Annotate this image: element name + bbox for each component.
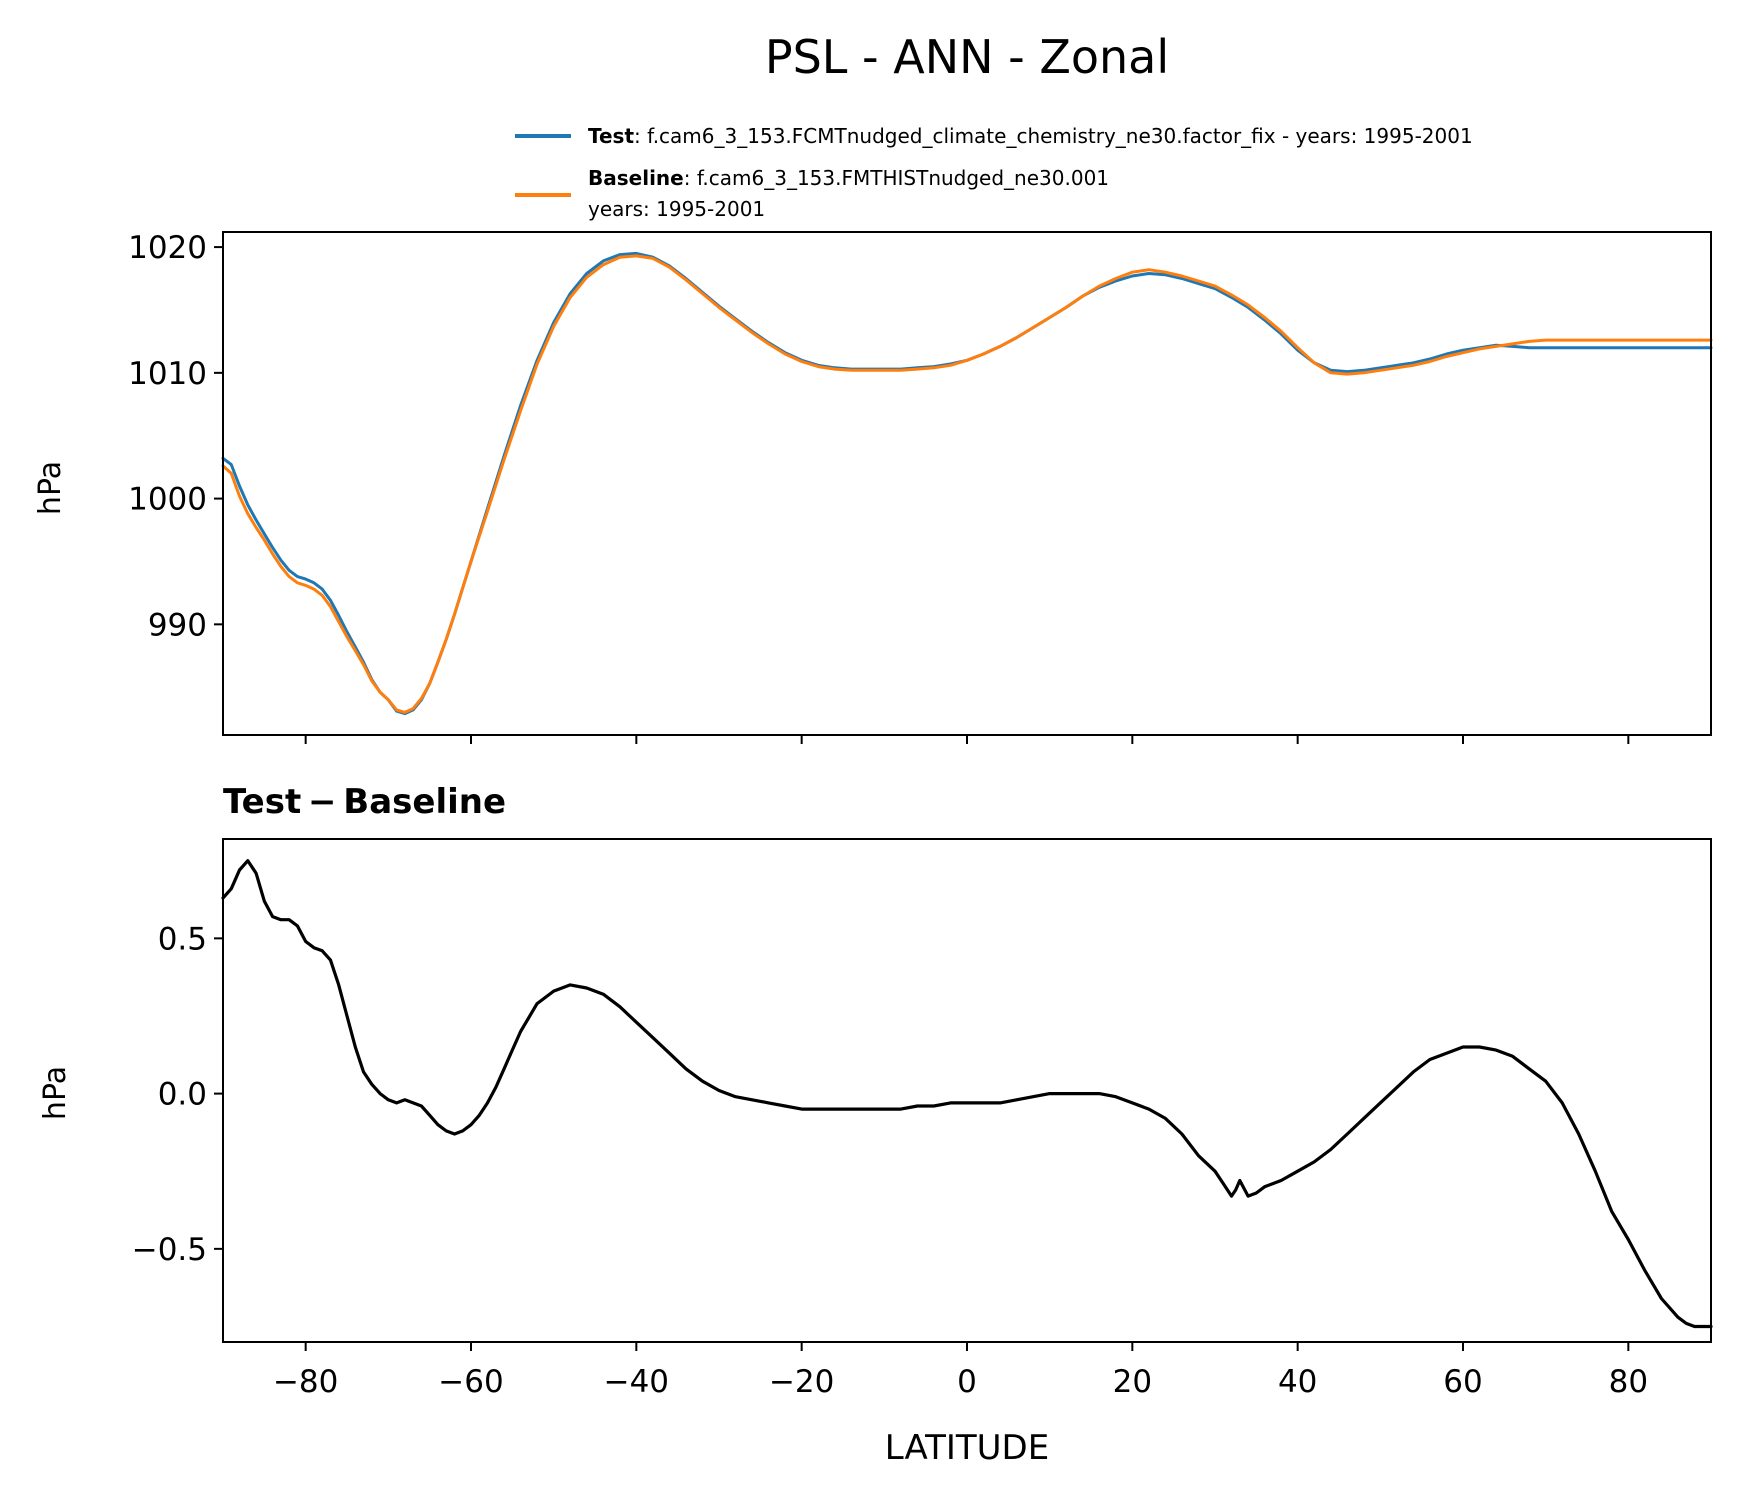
top-plot-frame (222, 231, 1712, 736)
legend-test-bold: Test (588, 124, 634, 148)
top-panel: 990 1000 1010 1020 hPa (33, 230, 1713, 744)
top-y-tick-label: 1020 (128, 230, 207, 266)
top-y-ticks: 990 1000 1010 1020 (128, 230, 223, 643)
x-tick-label: 40 (1278, 1364, 1317, 1400)
bottom-series-layer (221, 859, 1713, 1329)
bottom-y-ticks: −0.5 0.0 0.5 (132, 921, 223, 1268)
bottom-y-tick-label: 0.5 (158, 921, 207, 957)
legend: Test: f.cam6_3_153.FCMTnudged_climate_ch… (515, 124, 1473, 221)
x-tick-label: 80 (1609, 1364, 1648, 1400)
figure-title: PSL - ANN - Zonal (765, 30, 1169, 84)
bottom-panel-title: Test − Baseline (223, 782, 506, 822)
x-tick-label: 20 (1113, 1364, 1152, 1400)
bottom-y-tick-label: 0.0 (158, 1077, 207, 1113)
x-tick-label: 0 (957, 1364, 977, 1400)
top-y-tick-label: 1000 (128, 482, 207, 518)
legend-baseline-text: : f.cam6_3_153.FMTHISTnudged_ne30.001 (684, 166, 1109, 190)
legend-baseline-years: years: 1995-2001 (588, 197, 765, 221)
legend-baseline-bold: Baseline (588, 166, 684, 190)
bottom-plot-frame (222, 838, 1712, 1343)
legend-entry-baseline: Baseline: f.cam6_3_153.FMTHISTnudged_ne3… (588, 166, 1109, 190)
x-tick-label: −80 (273, 1364, 338, 1400)
top-series-layer (221, 251, 1713, 716)
top-series-line-baseline (221, 254, 1713, 714)
top-y-tick-label: 1010 (128, 356, 207, 392)
bottom-x-ticks: −80 −60 −40 −20 0 20 40 60 80 (273, 1342, 1648, 1400)
x-axis-label: LATITUDE (885, 1428, 1049, 1468)
top-y-axis-label: hPa (33, 461, 68, 515)
bottom-panel: Test − Baseline −0.5 0.0 0.5 −80 −60 −40 −20 0… (38, 782, 1713, 1468)
top-y-tick-label: 990 (148, 607, 207, 643)
x-tick-label: −60 (438, 1364, 503, 1400)
x-tick-label: −40 (604, 1364, 669, 1400)
bottom-series-line-difference (221, 859, 1713, 1329)
x-tick-label: −20 (769, 1364, 834, 1400)
legend-entry-test: Test: f.cam6_3_153.FCMTnudged_climate_ch… (588, 124, 1473, 148)
bottom-y-tick-label: −0.5 (132, 1232, 207, 1268)
bottom-y-axis-label: hPa (38, 1066, 73, 1120)
top-x-ticks (304, 735, 1630, 744)
x-tick-label: 60 (1443, 1364, 1482, 1400)
legend-test-text: : f.cam6_3_153.FCMTnudged_climate_chemis… (634, 124, 1473, 148)
